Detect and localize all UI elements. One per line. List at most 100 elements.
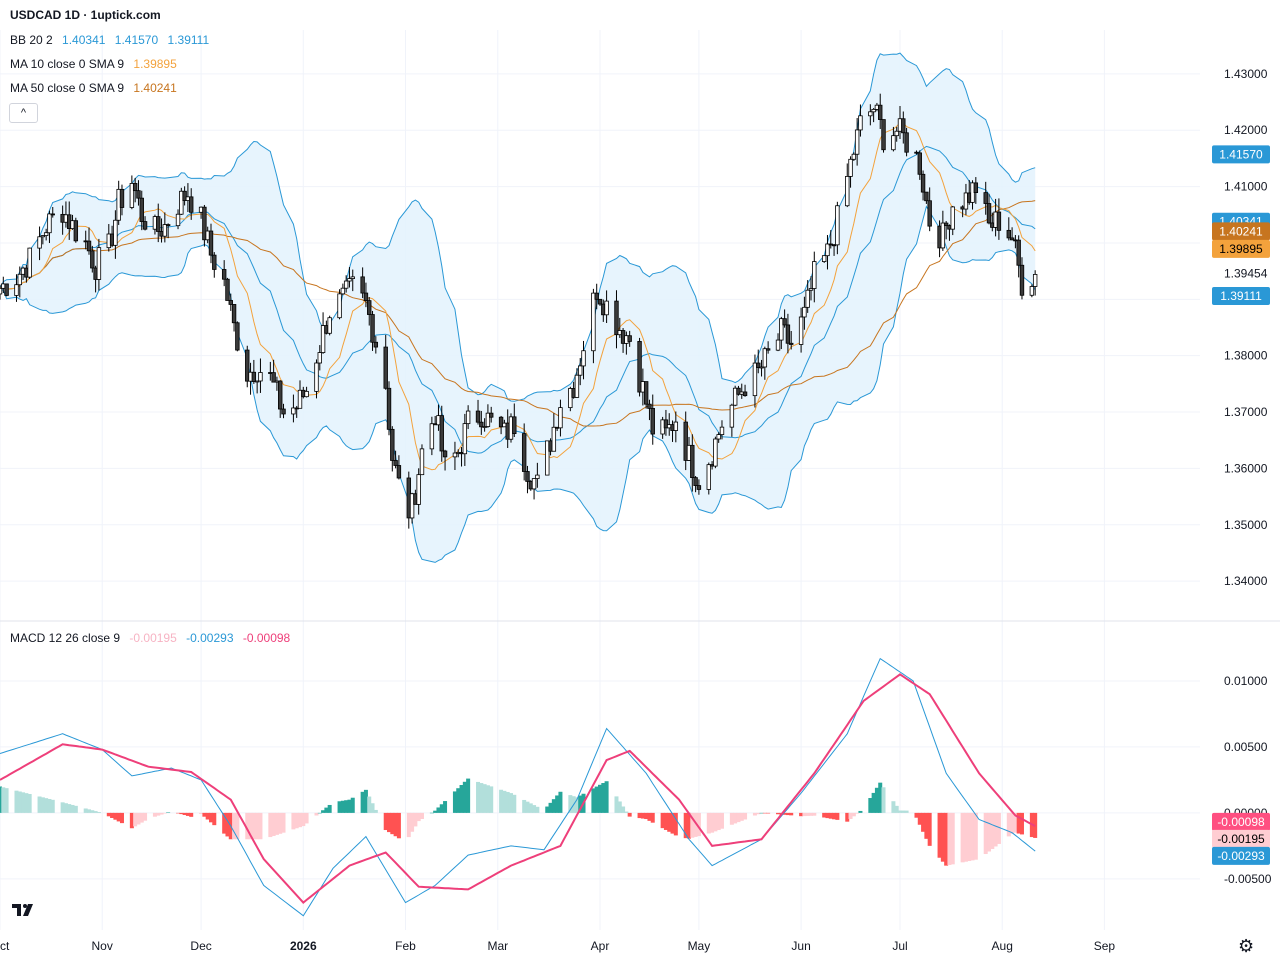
candle-body xyxy=(765,348,771,351)
macd-histogram-bar xyxy=(462,781,467,813)
macd-histogram-bar xyxy=(822,812,827,818)
macd-histogram-bar xyxy=(271,812,276,836)
macd-histogram-bar xyxy=(551,799,556,813)
macd-histogram-bar xyxy=(578,795,583,813)
macd-histogram-bar xyxy=(360,791,365,813)
tradingview-logo-icon[interactable] xyxy=(10,900,38,920)
macd-histogram-bar xyxy=(21,792,26,813)
macd-histogram-bar xyxy=(37,796,42,813)
macd-histogram-bar xyxy=(129,812,134,829)
macd-histogram-bar xyxy=(314,812,319,816)
macd-histogram-bar xyxy=(143,812,148,821)
ma50-price-tag-bg xyxy=(1212,222,1270,241)
settings-gear-icon[interactable]: ⚙ xyxy=(1238,936,1255,956)
macd-histogram-bar xyxy=(363,789,368,813)
macd-histogram-bar xyxy=(439,804,444,813)
candle-body xyxy=(132,183,138,192)
candle-body xyxy=(594,292,599,300)
macd-histogram-bar xyxy=(63,803,68,813)
bollinger-band-fill xyxy=(0,53,1036,563)
candle-body xyxy=(920,173,926,193)
candle-body xyxy=(696,485,702,490)
macd-histogram-bar xyxy=(176,812,181,814)
bollinger-lower-line xyxy=(0,205,1036,563)
candle-body xyxy=(373,341,379,348)
candle-body xyxy=(367,300,372,315)
macd-histogram-bar xyxy=(291,812,296,830)
price-axis-tick-label: 1.35000 xyxy=(1224,518,1268,532)
macd-histogram-bar xyxy=(429,812,434,814)
candle-body xyxy=(251,371,257,382)
candle-body xyxy=(479,421,484,428)
candle-body xyxy=(225,278,230,301)
macd-signal-line xyxy=(0,673,1036,904)
macd-histogram-bar xyxy=(776,812,781,815)
macd-histogram-bar xyxy=(370,803,375,813)
macd-histogram-bar xyxy=(278,812,283,834)
macd-signal-value: -0.00098 xyxy=(242,631,291,645)
candle-body xyxy=(291,407,296,415)
candle-body xyxy=(43,232,49,236)
macd-histogram-bar xyxy=(545,806,550,813)
candle-body xyxy=(73,220,79,242)
macd-histogram-bar xyxy=(812,812,817,816)
macd-histogram-bar xyxy=(298,812,302,828)
candle-body xyxy=(1019,264,1025,296)
collapse-legend-button[interactable]: ^ xyxy=(9,103,38,123)
time-axis-tick-label: Jun xyxy=(791,939,810,953)
macd-histogram-bar xyxy=(733,812,738,824)
macd-histogram-bar xyxy=(321,810,326,813)
macd-histogram-bar xyxy=(350,797,355,813)
time-axis-tick-label: Aug xyxy=(992,939,1013,953)
candle-body xyxy=(713,438,718,467)
candle-body xyxy=(881,119,886,151)
candle-body xyxy=(891,135,896,151)
macd-histogram-bar xyxy=(555,795,560,813)
candle-body xyxy=(390,428,395,461)
macd-histogram-bar xyxy=(83,808,88,813)
macd-histogram-bar xyxy=(476,781,481,813)
macd-histogram-bar xyxy=(762,812,767,814)
candle-body xyxy=(647,403,652,409)
macd-histogram-bar xyxy=(93,811,98,813)
macd-histogram-bar xyxy=(739,812,744,821)
candle-body xyxy=(221,269,227,280)
candle-body xyxy=(871,108,876,113)
candle-body xyxy=(231,304,237,324)
candle-body xyxy=(17,273,22,286)
candle-body xyxy=(281,408,286,415)
candle-body xyxy=(37,236,42,249)
macd-histogram-bar xyxy=(50,799,55,813)
macd-histogram-bar xyxy=(858,810,863,813)
macd-histogram-bar xyxy=(568,795,573,813)
macd-histogram-bar xyxy=(106,812,111,817)
macd-histogram-bar xyxy=(937,812,942,858)
macd-histogram-bar xyxy=(505,791,510,813)
macd-histogram-bar xyxy=(719,812,724,829)
candle-body xyxy=(798,316,804,345)
bb-lower-value: 1.39111 xyxy=(167,33,210,47)
candle-body xyxy=(139,197,144,222)
candle-body xyxy=(673,421,679,431)
candle-body xyxy=(835,205,840,246)
candle-body xyxy=(812,261,817,289)
last-price-label: 1.39454 xyxy=(1224,267,1268,281)
macd-hist-value: -0.00195 xyxy=(129,631,177,645)
macd-line xyxy=(0,657,1036,917)
candle-body xyxy=(578,365,583,376)
macd-histogram-bar xyxy=(232,812,237,840)
macd-histogram-bar xyxy=(489,786,494,813)
candle-body xyxy=(950,206,955,230)
candle-body xyxy=(442,450,448,458)
macd-histogram-bar xyxy=(4,788,9,813)
macd-histogram-bar xyxy=(208,812,213,823)
candle-body xyxy=(393,460,398,466)
macd-histogram-bar xyxy=(390,812,395,835)
macd-histogram-bar xyxy=(14,790,19,813)
macd-histogram-bar xyxy=(627,812,632,817)
macd-histogram-bar xyxy=(660,812,665,829)
candle-body xyxy=(808,288,814,291)
macd-histogram-bar xyxy=(133,812,138,827)
macd-histogram-bar xyxy=(624,811,629,813)
